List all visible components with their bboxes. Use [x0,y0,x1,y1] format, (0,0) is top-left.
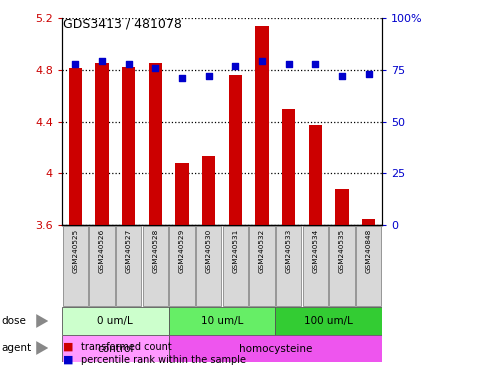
Text: 0 um/L: 0 um/L [98,316,133,326]
Text: homocysteine: homocysteine [239,344,312,354]
Bar [275,307,382,335]
Text: GSM240848: GSM240848 [366,228,371,273]
Text: agent: agent [1,343,31,353]
Bar [169,335,382,362]
Text: GSM240531: GSM240531 [232,228,238,273]
Text: GSM240534: GSM240534 [313,228,318,273]
Bar [335,189,349,225]
Bar [169,307,275,335]
Text: transformed count: transformed count [81,342,172,352]
Point [365,71,372,77]
Bar [62,307,169,335]
Bar [69,68,82,225]
Text: GSM240528: GSM240528 [152,228,158,273]
Bar [116,226,142,306]
Bar [309,126,322,225]
Point [98,58,106,65]
Bar [228,75,242,225]
Text: GSM240533: GSM240533 [285,228,292,273]
Point [231,63,239,69]
Bar [62,226,88,306]
Point [125,60,132,66]
Bar [329,226,355,306]
Text: GSM240526: GSM240526 [99,228,105,273]
Bar [256,26,269,225]
Bar [62,335,169,362]
Text: GSM240530: GSM240530 [206,228,212,273]
Text: control: control [97,344,133,354]
Text: dose: dose [1,316,26,326]
Text: ■: ■ [63,355,73,365]
Point [258,58,266,65]
Bar [362,218,375,225]
Bar [302,226,328,306]
Point [205,73,213,79]
Bar [175,163,189,225]
Bar [282,109,295,225]
Text: GSM240535: GSM240535 [339,228,345,273]
Text: GSM240529: GSM240529 [179,228,185,273]
Bar [169,226,195,306]
Point [152,65,159,71]
Text: GSM240532: GSM240532 [259,228,265,273]
Text: 100 um/L: 100 um/L [304,316,353,326]
Bar [202,156,215,225]
Text: percentile rank within the sample: percentile rank within the sample [81,355,246,365]
Bar [149,63,162,225]
Text: GDS3413 / 481078: GDS3413 / 481078 [63,17,182,30]
Text: GSM240527: GSM240527 [126,228,132,273]
Bar [223,226,248,306]
Bar [122,67,135,225]
Bar [142,226,168,306]
Bar [356,226,382,306]
Text: 10 um/L: 10 um/L [201,316,243,326]
Polygon shape [36,341,48,355]
Polygon shape [36,314,48,328]
Bar [196,226,222,306]
Text: ■: ■ [63,342,73,352]
Point [178,75,186,81]
Bar [249,226,275,306]
Bar [276,226,301,306]
Point [285,60,293,66]
Point [338,73,346,79]
Text: GSM240525: GSM240525 [72,228,78,273]
Bar [89,226,115,306]
Bar [95,63,109,225]
Point [312,60,319,66]
Point [71,60,79,66]
